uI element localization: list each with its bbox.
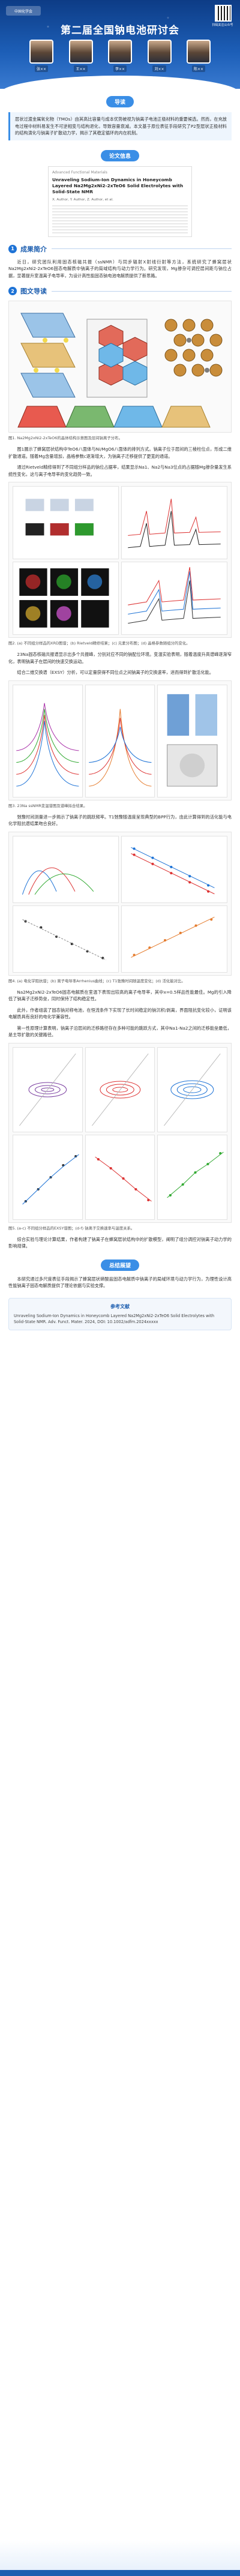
- paragraph: 第一性原理计算表明，钠离子沿层间的迁移路径存在多种可能的跳跃方式，其中Na1-N…: [8, 1025, 232, 1038]
- qr-code-icon: [215, 5, 232, 22]
- paragraph: 通过Rietveld精修得到了不同组分样品的钠位占据率，结果显示Na1、Na2与…: [8, 464, 232, 477]
- speaker: 陈××: [184, 40, 214, 72]
- abstract-lines: [52, 205, 188, 234]
- speaker-name: 陈××: [191, 65, 206, 72]
- paragraph: 结合二维交换谱（EXSY）分析，可以定量获得不同位点之间钠离子的交换速率，进而得…: [17, 670, 214, 675]
- paragraph: 近日，研究团队利用固态核磁共振（ssNMR）与同步辐射X射线衍射等方法，系统研究…: [8, 259, 232, 278]
- paragraph: 弛豫时间测量进一步揭示了钠离子的跳跃频率。T1弛豫随温度呈现典型的BPP行为，由…: [8, 814, 232, 827]
- structure-left: [20, 313, 76, 398]
- header-banner: 中国化学会 扫码关注公众号 第二届全国钠电池研讨会 张×× 王×× 李×× 刘×…: [0, 0, 240, 89]
- figure-panel: [13, 486, 119, 559]
- intro-pill: 导读: [106, 96, 134, 107]
- figure-caption: 图1. Na2Mg2xNi2-2xTeO6的晶体结构示意图及层间钠离子分布。: [8, 436, 122, 440]
- figure-panel: [13, 835, 119, 903]
- structure-center: [86, 319, 148, 398]
- reference-box: 参考文献 Unraveling Sodium-Ion Dynamics in H…: [8, 1297, 232, 1330]
- speaker: 刘××: [145, 40, 175, 72]
- figure-panel: [13, 1046, 83, 1132]
- figure-panel: [13, 562, 119, 635]
- figure-caption: 图4. (a) 电化学阻抗谱；(b) 离子电导率Arrhenius曲线；(c) …: [8, 978, 185, 983]
- figure-panel: [157, 1046, 227, 1132]
- speaker-photo: [68, 40, 93, 64]
- intro-text: 层状过渡金属氧化物（TMOs）由其高比容量与成本优势被视为钠离子电池正极材料的重…: [8, 112, 232, 140]
- speaker-photo: [108, 40, 132, 64]
- journal-name: Advanced Functional Materials: [52, 170, 107, 175]
- section-header: 1 成果简介: [8, 244, 232, 254]
- section-number: 1: [8, 244, 17, 253]
- paragraph: 本研究通过多尺度表征手段揭示了蜂窝层状碲酸盐固态电解质中钠离子的局域环境与动力学…: [8, 1276, 232, 1289]
- footer: [0, 2540, 240, 2576]
- speaker-photo: [29, 40, 53, 64]
- figure-caption: 图2. (a) 不同组分样品的XRD图谱；(b) Rietveld精修结果；(c…: [8, 641, 190, 646]
- section-title: 成果简介: [20, 245, 47, 253]
- figure-panel: [85, 1134, 155, 1220]
- paper-authors: X. Author, Y. Author, Z. Author, et al.: [52, 197, 113, 202]
- speaker-photo: [187, 40, 211, 64]
- paragraph: 此外，作者组装了固态钠对称电池，在恒流条件下实现了长时间稳定的钠沉积/剥离，界面…: [8, 1007, 232, 1020]
- figure-panel: [121, 905, 227, 973]
- speaker: 李××: [105, 40, 135, 72]
- structure-bottom: [17, 406, 211, 428]
- figure-panel: [121, 562, 227, 635]
- qr-caption: 扫码关注公众号: [212, 23, 233, 27]
- section-number: 2: [8, 287, 17, 295]
- section-header: 2 图文导读: [8, 286, 232, 296]
- reference-content[interactable]: Unraveling Sodium-Ion Dynamics in Honeyc…: [14, 1313, 215, 1324]
- paper-pill: 论文信息: [100, 149, 139, 161]
- figure-2: [8, 482, 232, 638]
- figure-panel: [157, 684, 227, 797]
- paper-card[interactable]: Advanced Functional Materials Unraveling…: [48, 166, 192, 237]
- figure-panel: [121, 835, 227, 903]
- speaker: 张××: [26, 40, 56, 72]
- figure-panel: [13, 684, 83, 797]
- paragraph: 综合实验与理论计算结果，作者构建了钠离子在蜂窝层状结构中的扩散模型，阐明了组分调…: [8, 1236, 232, 1249]
- figure-5: [8, 1042, 232, 1223]
- summary-pill: 总结展望: [100, 1259, 139, 1271]
- paragraph: 图1展示了蜂窝层状结构中TeO6八面体与Ni/MgO6八面体的排列方式。钠离子位…: [8, 446, 232, 459]
- structure-right: [164, 319, 223, 377]
- figure-panel: [13, 1134, 83, 1220]
- society-logo: 中国化学会: [6, 6, 41, 16]
- reference-title: 参考文献: [110, 1303, 130, 1309]
- paragraph: Na2Mg2xNi2-2xTeO6固态电解质在室温下表现出较高的离子电导率，其中…: [8, 989, 232, 1002]
- speaker: 王××: [66, 40, 96, 72]
- speaker-photo: [147, 40, 172, 64]
- figure-panel: [85, 1046, 155, 1132]
- crystal-structure-figure: [17, 313, 223, 428]
- speaker-row: 张×× 王×× 李×× 刘×× 陈××: [26, 40, 214, 72]
- paragraph: 23Na固态核磁共振谱显示出多个共振峰，分别对应不同的钠配位环境。变温实验表明，…: [8, 652, 232, 664]
- figure-caption: 图3. 23Na ssNMR变温谱图及谱峰拟合结果。: [8, 803, 88, 808]
- speaker-name: 李××: [113, 65, 127, 72]
- figure-caption: 图5. (a-c) 不同组分样品的EXSY谱图；(d-f) 钠离子交换速率与温度…: [8, 1225, 135, 1231]
- figure-panel: [85, 684, 155, 797]
- figure-4: [8, 831, 232, 976]
- figure-3: [8, 680, 232, 800]
- banner-title: 第二届全国钠电池研讨会: [61, 25, 179, 37]
- speaker-name: 张××: [34, 65, 49, 72]
- figure-panel: [157, 1134, 227, 1220]
- speaker-name: 刘××: [152, 65, 166, 72]
- figure-panel: [13, 905, 119, 973]
- speaker-name: 王××: [74, 65, 88, 72]
- section-title: 图文导读: [20, 287, 47, 295]
- paper-title: Unraveling Sodium-Ion Dynamics in Honeyc…: [52, 176, 184, 194]
- figure-1: [8, 301, 232, 433]
- figure-panel: [121, 486, 227, 559]
